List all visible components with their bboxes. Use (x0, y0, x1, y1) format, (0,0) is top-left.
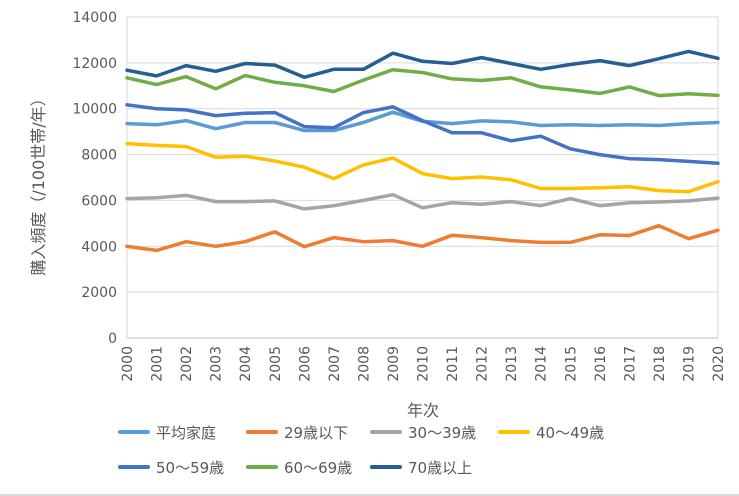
legend-label: 70歳以上 (408, 458, 473, 477)
x-tick-label: 2000 (120, 346, 136, 382)
x-tick-label: 2014 (534, 346, 550, 382)
y-tick-label: 2000 (81, 285, 117, 301)
legend-swatch (246, 465, 278, 469)
y-tick-labels: 0 2000 4000 6000 8000 10000 12000 14000 (72, 10, 117, 347)
series-line-1 (125, 223, 720, 253)
legend-item: 29歳以下 (246, 422, 348, 442)
series-lines (125, 49, 720, 253)
legend-item: 30〜39歳 (370, 422, 476, 442)
x-tick-label: 2019 (681, 346, 697, 382)
x-tick-label: 2013 (504, 346, 520, 382)
x-tick-label: 2007 (327, 346, 343, 382)
bottom-divider (0, 494, 739, 496)
legend-label: 60〜69歳 (284, 458, 353, 477)
series-line-3 (125, 141, 720, 194)
x-tick-labels: 2000 2001 2002 2003 2004 2005 2006 2007 2008 2009… (120, 346, 727, 382)
legend-item: 40〜49歳 (498, 422, 604, 442)
x-axis-title: 年次 (407, 401, 439, 420)
y-tick-label: 14000 (72, 10, 117, 26)
legend-label: 29歳以下 (284, 423, 349, 442)
series-line-4 (125, 103, 720, 166)
y-tick-label: 4000 (81, 239, 117, 255)
x-tick-label: 2011 (445, 346, 461, 382)
legend-item: 50〜59歳 (118, 457, 224, 477)
x-tick-label: 2016 (593, 346, 609, 382)
series-line-5 (125, 67, 720, 98)
y-axis-title: 購入頻度（/100世帯/年） (29, 90, 48, 275)
x-tick-label: 2006 (297, 346, 313, 382)
x-tick-label: 2012 (475, 346, 491, 382)
legend-swatch (498, 430, 530, 434)
legend-swatch (118, 465, 150, 469)
x-tick-label: 2009 (386, 346, 402, 382)
legend-swatch (246, 430, 278, 434)
x-tick-label: 2002 (179, 346, 195, 382)
y-tick-label: 6000 (81, 193, 117, 209)
legend-swatch (370, 430, 402, 434)
legend-item: 60〜69歳 (246, 457, 352, 477)
legend-item: 平均家庭 (118, 422, 216, 442)
x-tick-label: 2005 (268, 346, 284, 382)
legend-swatch (118, 430, 150, 434)
legend-label: 40〜49歳 (536, 423, 605, 442)
x-tick-label: 2001 (150, 346, 166, 382)
x-tick-label: 2015 (563, 346, 579, 382)
x-tick-label: 2008 (356, 346, 372, 382)
x-tick-label: 2010 (416, 346, 432, 382)
legend-label: 30〜39歳 (408, 423, 477, 442)
x-tick-label: 2004 (238, 346, 254, 382)
x-tick-label: 2020 (711, 346, 727, 382)
legend-label: 50〜59歳 (156, 458, 225, 477)
series-line-6 (125, 49, 720, 80)
series-line-2 (125, 192, 720, 211)
x-tick-label: 2017 (622, 346, 638, 382)
y-tick-label: 10000 (72, 102, 117, 118)
legend-label: 平均家庭 (156, 423, 217, 442)
gridlines (127, 16, 718, 293)
x-tick-label: 2018 (652, 346, 668, 382)
legend-item: 70歳以上 (370, 457, 472, 477)
y-tick-label: 8000 (81, 148, 117, 164)
y-tick-label: 0 (108, 331, 117, 347)
legend-swatch (370, 465, 402, 469)
legend: 平均家庭 29歳以下 30〜39歳 40〜49歳 50〜59歳 60〜69歳 70歳以上 (118, 422, 718, 482)
y-tick-label: 12000 (72, 56, 117, 72)
x-tick-label: 2003 (209, 346, 225, 382)
